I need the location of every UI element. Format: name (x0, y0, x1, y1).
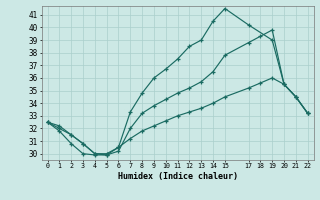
X-axis label: Humidex (Indice chaleur): Humidex (Indice chaleur) (118, 172, 237, 181)
